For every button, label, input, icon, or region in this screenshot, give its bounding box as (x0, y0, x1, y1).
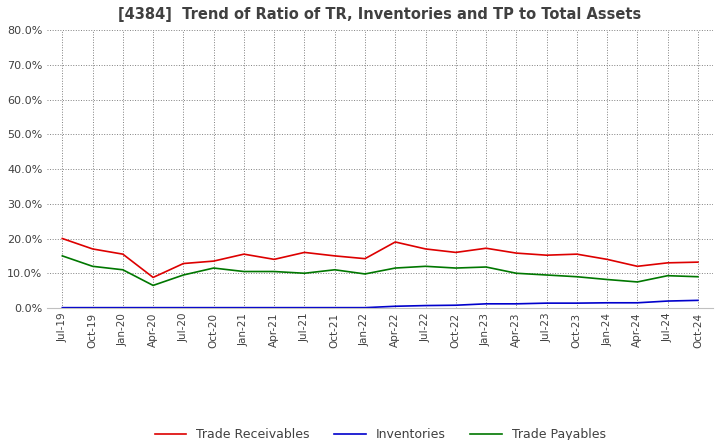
Trade Payables (361, 271, 369, 277)
Trade Receivables (542, 253, 551, 258)
Trade Payables (330, 267, 339, 272)
Trade Payables (300, 271, 309, 276)
Inventories (482, 301, 490, 307)
Trade Receivables (89, 246, 97, 252)
Inventories (210, 305, 218, 310)
Trade Receivables (663, 260, 672, 265)
Legend: Trade Receivables, Inventories, Trade Payables: Trade Receivables, Inventories, Trade Pa… (150, 423, 611, 440)
Trade Receivables (330, 253, 339, 259)
Trade Receivables (512, 250, 521, 256)
Inventories (542, 301, 551, 306)
Trade Payables (58, 253, 67, 259)
Trade Receivables (149, 275, 158, 280)
Inventories (149, 305, 158, 310)
Inventories (89, 305, 97, 310)
Inventories (633, 300, 642, 305)
Trade Receivables (210, 258, 218, 264)
Trade Payables (663, 273, 672, 279)
Inventories (330, 305, 339, 310)
Trade Payables (512, 271, 521, 276)
Inventories (663, 298, 672, 304)
Trade Receivables (421, 246, 430, 252)
Inventories (693, 298, 702, 303)
Inventories (300, 305, 309, 310)
Trade Receivables (300, 250, 309, 255)
Trade Payables (603, 277, 611, 282)
Trade Payables (482, 264, 490, 270)
Trade Payables (89, 264, 97, 269)
Inventories (179, 305, 188, 310)
Trade Payables (149, 283, 158, 288)
Trade Receivables (58, 236, 67, 241)
Trade Payables (119, 267, 127, 272)
Trade Receivables (603, 257, 611, 262)
Trade Receivables (179, 261, 188, 266)
Inventories (572, 301, 581, 306)
Inventories (391, 304, 400, 309)
Trade Payables (179, 272, 188, 278)
Trade Receivables (693, 260, 702, 265)
Inventories (240, 305, 248, 310)
Inventories (421, 303, 430, 308)
Trade Payables (391, 265, 400, 271)
Line: Trade Payables: Trade Payables (63, 256, 698, 286)
Inventories (58, 305, 67, 310)
Inventories (270, 305, 279, 310)
Trade Payables (210, 265, 218, 271)
Trade Payables (421, 264, 430, 269)
Trade Payables (451, 265, 460, 271)
Trade Receivables (270, 257, 279, 262)
Line: Inventories: Inventories (63, 301, 698, 308)
Trade Receivables (451, 250, 460, 255)
Trade Payables (542, 272, 551, 278)
Inventories (119, 305, 127, 310)
Trade Receivables (482, 246, 490, 251)
Line: Trade Receivables: Trade Receivables (63, 238, 698, 278)
Trade Receivables (361, 256, 369, 261)
Title: [4384]  Trend of Ratio of TR, Inventories and TP to Total Assets: [4384] Trend of Ratio of TR, Inventories… (119, 7, 642, 22)
Trade Receivables (391, 239, 400, 245)
Trade Receivables (240, 252, 248, 257)
Trade Receivables (119, 252, 127, 257)
Inventories (451, 303, 460, 308)
Trade Payables (572, 274, 581, 279)
Inventories (361, 305, 369, 310)
Inventories (603, 300, 611, 305)
Trade Payables (633, 279, 642, 285)
Trade Receivables (633, 264, 642, 269)
Inventories (512, 301, 521, 307)
Trade Payables (693, 274, 702, 279)
Trade Payables (270, 269, 279, 274)
Trade Payables (240, 269, 248, 274)
Trade Receivables (572, 252, 581, 257)
